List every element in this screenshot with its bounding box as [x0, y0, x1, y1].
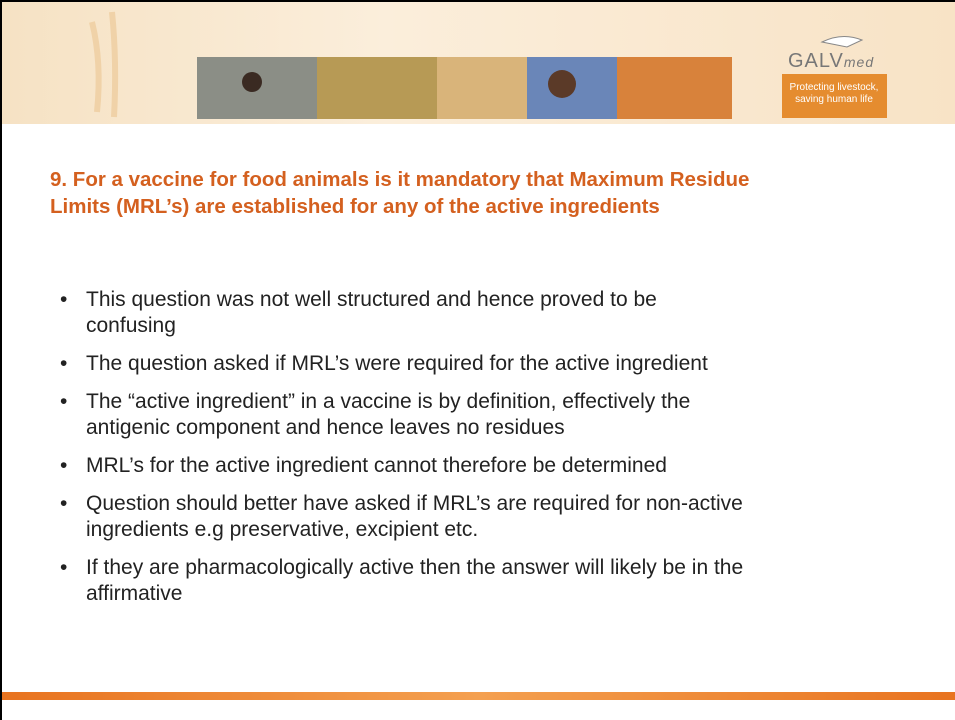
bullet-line: If they are pharmacologically active the…: [86, 555, 743, 581]
slide: GALVmed Protecting livestock,saving huma…: [0, 0, 955, 720]
bullet-line: antigenic component and hence leaves no …: [86, 415, 743, 441]
bullet-line: This question was not well structured an…: [86, 287, 743, 313]
bullet-item: If they are pharmacologically active the…: [60, 555, 743, 607]
bullet-item: MRL’s for the active ingredient cannot t…: [60, 453, 743, 479]
tagline: Protecting livestock,saving human life: [788, 82, 880, 106]
bullet-line: The “active ingredient” in a vaccine is …: [86, 389, 743, 415]
bullet-item: The question asked if MRL’s were require…: [60, 351, 743, 377]
bullet-line: ingredients e.g preservative, excipient …: [86, 517, 743, 543]
bullet-list: This question was not well structured an…: [60, 287, 743, 619]
bullet-line: The question asked if MRL’s were require…: [86, 351, 743, 377]
title-line: Limits (MRL’s) are established for any o…: [50, 193, 749, 220]
bullet-item: Question should better have asked if MRL…: [60, 491, 743, 543]
bullet-line: affirmative: [86, 581, 743, 607]
bullet-item: The “active ingredient” in a vaccine is …: [60, 389, 743, 441]
slide-title: 9. For a vaccine for food animals is it …: [50, 166, 749, 220]
bullet-line: Question should better have asked if MRL…: [86, 491, 743, 517]
bullet-line: confusing: [86, 313, 743, 339]
header-banner: GALVmed Protecting livestock,saving huma…: [2, 2, 955, 124]
bullet-line: MRL’s for the active ingredient cannot t…: [86, 453, 743, 479]
title-line: 9. For a vaccine for food animals is it …: [50, 166, 749, 193]
logo: GALVmed: [788, 50, 874, 73]
bullet-item: This question was not well structured an…: [60, 287, 743, 339]
footer-bar: [2, 692, 955, 700]
